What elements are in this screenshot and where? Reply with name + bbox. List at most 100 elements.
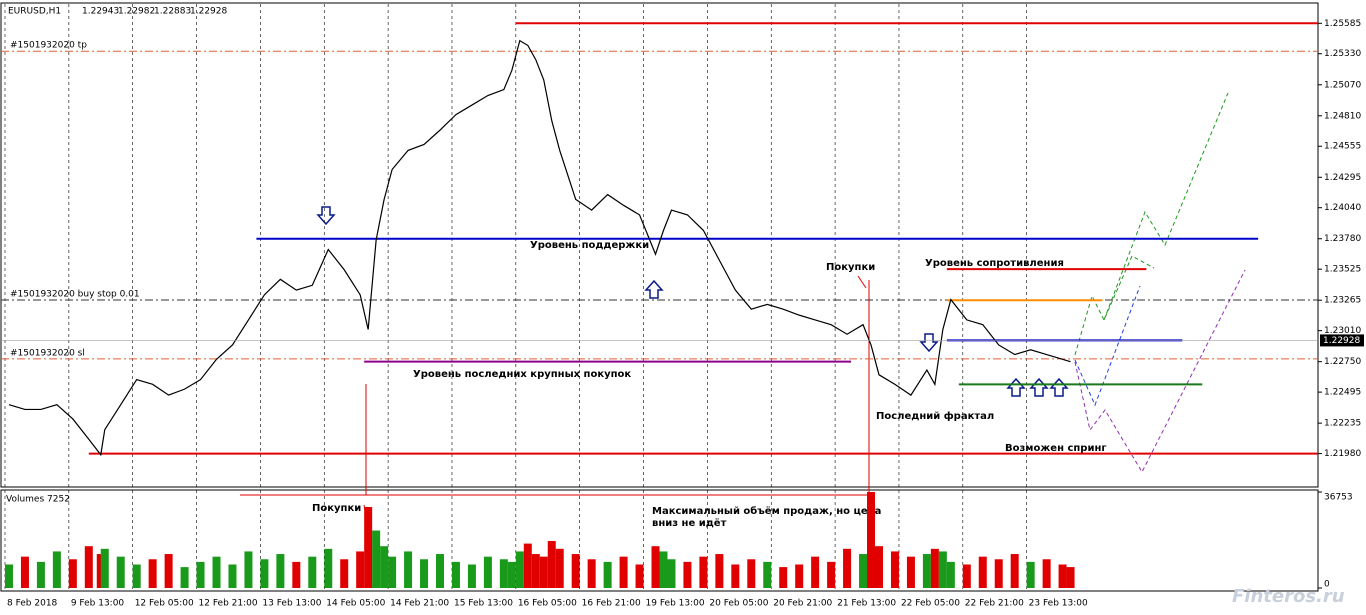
volume-bar (547, 540, 556, 588)
volume-bar (180, 567, 189, 588)
y-tick-label: 1.22235 (1324, 419, 1361, 429)
x-tick-label: 13 Feb 13:00 (262, 599, 321, 609)
volume-bar (779, 567, 788, 588)
volume-bar (4, 564, 13, 588)
annotation: Последний фрактал (876, 410, 994, 422)
volume-bar (340, 559, 349, 588)
y-tick-label: 1.21980 (1324, 449, 1361, 459)
volume-bar (962, 564, 971, 588)
volume-bar (906, 556, 915, 588)
volume-bar (539, 556, 548, 588)
volume-bar (483, 556, 492, 588)
volume-bar (795, 564, 804, 588)
price-line (8, 39, 1071, 457)
volume-bar (930, 548, 939, 588)
x-tick-label: 15 Feb 13:00 (454, 599, 513, 609)
y-tick-label: 1.24295 (1324, 173, 1361, 183)
y-tick-label: 1.24040 (1324, 203, 1361, 213)
volume-bar (20, 556, 29, 588)
annotation: Уровень последних крупных покупок (413, 369, 631, 380)
annotation: Максимальный объём продаж, но цена (652, 505, 881, 517)
volume-bar (531, 554, 540, 588)
volume-bar (555, 548, 564, 588)
forecast (1074, 92, 1246, 474)
volume-bar (420, 559, 429, 588)
annotation: Уровень сопротивления (925, 258, 1064, 269)
volume-panel (0, 489, 1319, 592)
volume-bar (100, 548, 109, 588)
volume-bar (404, 551, 413, 588)
volume-bar (715, 554, 724, 588)
connectors (240, 275, 870, 516)
x-tick-label: 20 Feb 05:00 (709, 599, 768, 609)
volume-bar (308, 556, 317, 588)
volume-bar (523, 543, 532, 588)
x-tick-label: 22 Feb 21:00 (965, 599, 1024, 609)
volume-bar (1058, 564, 1067, 588)
volume-bar (324, 548, 333, 588)
volume-bar (683, 561, 692, 588)
x-tick-label: 20 Feb 21:00 (773, 599, 832, 609)
x-tick-label: 12 Feb 21:00 (199, 599, 258, 609)
watermark: Finteros.ru (1232, 586, 1345, 607)
order-label: #1501932020 buy stop 0.01 (10, 289, 140, 299)
volume-bar (994, 559, 1003, 588)
x-tick-label: 19 Feb 13:00 (646, 599, 705, 609)
symbol: EURUSD,H1 (8, 7, 61, 17)
open: 1.22943 (82, 7, 119, 17)
volume-bar (867, 492, 876, 588)
volume-bar (619, 556, 628, 588)
volume-bar (507, 561, 516, 588)
current-price-box (1320, 334, 1364, 347)
volume-bar (380, 546, 389, 588)
volume-bar (292, 561, 301, 588)
volume-bar (388, 556, 397, 588)
volume-bar (451, 561, 460, 588)
annotation: Покупки (826, 262, 875, 273)
volume-bar (436, 554, 444, 588)
volume-bar (148, 559, 157, 588)
volume-bar (731, 564, 740, 588)
volume-title: Volumes 7252 (6, 495, 70, 505)
x-tick-label: 14 Feb 21:00 (390, 599, 449, 609)
x-tick-label: 9 Feb 13:00 (71, 599, 125, 609)
y-tick-label: 1.24810 (1324, 111, 1361, 121)
x-tick-label: 22 Feb 05:00 (901, 599, 960, 609)
volume-bar (938, 551, 947, 588)
x-tick-label: 23 Feb 13:00 (1029, 599, 1088, 609)
volume-bar (52, 551, 61, 588)
volume-bar (587, 559, 596, 588)
y-tick-label: 1.22750 (1324, 357, 1361, 367)
annotation: Покупки (312, 503, 361, 514)
volume-bar (978, 556, 987, 588)
volume-bar (164, 554, 173, 588)
volume-bar (946, 561, 955, 588)
y-tick-label: 0 (1324, 580, 1330, 590)
order-label: #1501932020 tp (10, 41, 87, 51)
annotation: Возможен спринг (1005, 443, 1107, 454)
volume-bar (827, 561, 836, 588)
volume-bar (84, 546, 93, 588)
volume-bar (212, 556, 221, 588)
x-tick-label: 14 Feb 05:00 (326, 599, 385, 609)
y-tick-label: 1.22495 (1324, 388, 1361, 398)
y-tick-label: 1.25070 (1324, 80, 1361, 90)
volume-bar (467, 564, 476, 588)
annotation: вниз не идёт (652, 517, 727, 529)
volume-bar (132, 564, 141, 588)
volume-bar (922, 554, 931, 588)
order-label: #1501932020 sl (10, 348, 85, 358)
x-tick-label: 8 Feb 2018 (7, 599, 58, 609)
volume-bar (116, 556, 125, 588)
volume-bar (603, 561, 612, 588)
volume-bar (1042, 559, 1051, 588)
y-tick-label: 1.25330 (1324, 49, 1361, 59)
volume-bar (364, 507, 373, 588)
volume-bar (667, 559, 676, 588)
volume-bar (890, 551, 899, 588)
volume-bar (763, 561, 772, 588)
volume-bar (699, 556, 708, 588)
x-tick-label: 16 Feb 21:00 (582, 599, 641, 609)
